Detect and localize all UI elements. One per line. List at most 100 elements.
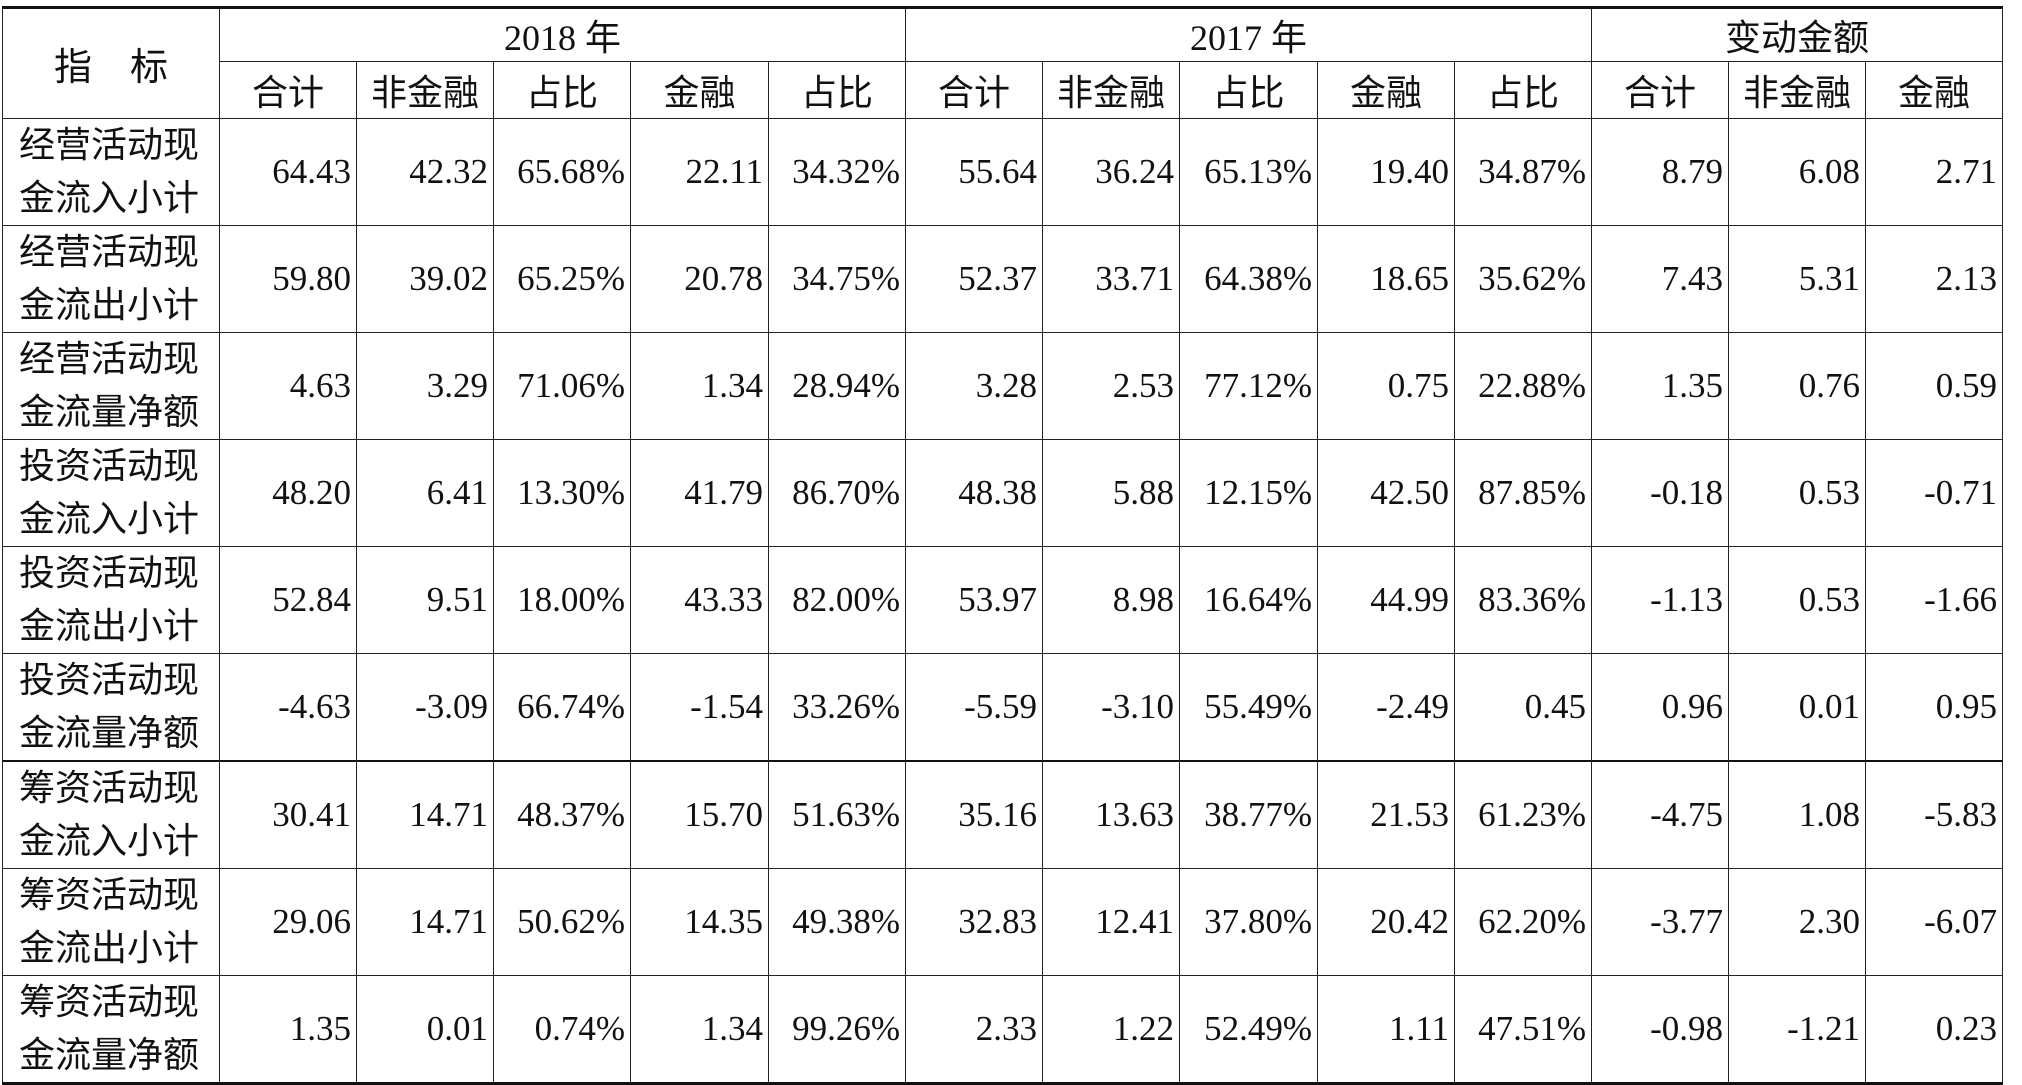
table-cell: 77.12% [1179, 332, 1318, 440]
table-cell: 22.11 [630, 118, 769, 226]
table-cell: 7.43 [1591, 225, 1729, 333]
row-label-line: 金流量净额 [19, 1035, 200, 1075]
table-cell: 59.80 [219, 225, 357, 333]
col-2017-nonfinancial: 非金融 [1042, 61, 1180, 119]
year-2018-header: 2018 年 [219, 6, 906, 62]
table-row: 经营活动现 金流出小计 59.80 39.02 65.25% 20.78 34.75% 52.… [2, 225, 2003, 333]
table-cell: 37.80% [1179, 868, 1318, 976]
table-cell: 49.38% [768, 868, 906, 976]
table-cell: 14.71 [356, 760, 494, 869]
table-cell: 34.32% [768, 118, 906, 226]
row-label-line: 经营活动现 [19, 125, 200, 165]
table-cell: 1.22 [1042, 975, 1180, 1085]
col-change-total: 合计 [1591, 61, 1729, 119]
col-2018-total: 合计 [219, 61, 357, 119]
table-cell: 33.71 [1042, 225, 1180, 333]
table-row: 筹资活动现 金流入小计 30.41 14.71 48.37% 15.70 51.63% 35.… [2, 760, 2003, 869]
table-cell: 44.99 [1317, 546, 1455, 654]
table-cell: 87.85% [1454, 439, 1592, 547]
table-cell: -1.66 [1865, 546, 2003, 654]
row-label: 筹资活动现金流量净额 [2, 975, 220, 1085]
table-cell: 5.31 [1728, 225, 1866, 333]
table-cell: 16.64% [1179, 546, 1318, 654]
row-label: 投资活动现 金流出小计 [2, 546, 220, 654]
table-cell: 64.38% [1179, 225, 1318, 333]
row-label-line: 金流入小计 [19, 821, 200, 861]
table-cell: 14.71 [356, 868, 494, 976]
table-cell: 83.36% [1454, 546, 1592, 654]
table-cell: 12.41 [1042, 868, 1180, 976]
table-cell: 41.79 [630, 439, 769, 547]
table-row: 筹资活动现 金流量净额 1.35 0.01 0.74% 1.34 99.26% 2.33 1.2… [2, 975, 2003, 1085]
table-cell: 1.34 [630, 975, 769, 1085]
table-row: 经营活动现 金流入小计 64.43 42.32 65.68% 22.11 34.32% 55.… [2, 118, 2003, 226]
table-row: 投资活动现 金流出小计 52.84 9.51 18.00% 43.33 82.00% 53.9… [2, 546, 2003, 654]
table-cell: -3.10 [1042, 653, 1180, 762]
col-2018-nonfinancial-share: 占比 [493, 61, 631, 119]
table-cell: 9.51 [356, 546, 494, 654]
table-cell: 0.01 [356, 975, 494, 1085]
table-cell: 2.33 [905, 975, 1043, 1085]
table-cell: 29.06 [219, 868, 357, 976]
table-cell: 36.24 [1042, 118, 1180, 226]
table-cell: 6.41 [356, 439, 494, 547]
table-cell: 30.41 [219, 760, 357, 869]
row-label: 经营活动现 金流出小计 [2, 225, 220, 333]
table-cell: 2.30 [1728, 868, 1866, 976]
cash-flow-table-container: 指 标 2018 年 2017 年 变动金额 合计 非金融 占比 金融 占比 合… [2, 6, 2003, 1085]
table-cell: -5.83 [1865, 760, 2003, 869]
row-label-line: 投资活动现 [19, 553, 200, 593]
table-row: 经营活动现 金流量净额 4.63 3.29 71.06% 1.34 28.94% 3.28 2.… [2, 332, 2003, 440]
table-cell: 43.33 [630, 546, 769, 654]
table-cell: 2.53 [1042, 332, 1180, 440]
col-2018-nonfinancial: 非金融 [356, 61, 494, 119]
table-row: 投资活动现 金流入小计 48.20 6.41 13.30% 41.79 86.70% 48.3… [2, 439, 2003, 547]
row-label: 投资活动现 金流量净额 [2, 653, 220, 762]
table-cell: 2.13 [1865, 225, 2003, 333]
table-cell: 22.88% [1454, 332, 1592, 440]
table-cell: 35.16 [905, 760, 1043, 869]
table-cell: 52.37 [905, 225, 1043, 333]
table-cell: -3.09 [356, 653, 494, 762]
table-cell: 33.26% [768, 653, 906, 762]
table-cell: 71.06% [493, 332, 631, 440]
table-cell: 19.40 [1317, 118, 1455, 226]
table-cell: -3.77 [1591, 868, 1729, 976]
table-cell: 13.30% [493, 439, 631, 547]
table-cell: 61.23% [1454, 760, 1592, 869]
row-label-line: 筹资活动现 [19, 982, 200, 1022]
table-cell: 55.64 [905, 118, 1043, 226]
table-cell: 0.76 [1728, 332, 1866, 440]
table-cell: 5.88 [1042, 439, 1180, 547]
table-cell: 8.98 [1042, 546, 1180, 654]
table-cell: 4.63 [219, 332, 357, 440]
table-cell: 65.13% [1179, 118, 1318, 226]
table-cell: -1.21 [1728, 975, 1866, 1085]
table-cell: 34.75% [768, 225, 906, 333]
table-cell: 1.34 [630, 332, 769, 440]
row-label-line: 投资活动现 [19, 446, 200, 486]
year-2017-header: 2017 年 [905, 6, 1592, 62]
table-cell: 20.78 [630, 225, 769, 333]
table-cell: 3.29 [356, 332, 494, 440]
row-label: 经营活动现 金流入小计 [2, 118, 220, 226]
table-cell: 3.28 [905, 332, 1043, 440]
col-2017-total: 合计 [905, 61, 1043, 119]
table-cell: 14.35 [630, 868, 769, 976]
row-label-line: 投资活动现 [19, 660, 200, 700]
table-body: 经营活动现 金流入小计 64.43 42.32 65.68% 22.11 34.32% 55.… [2, 118, 2003, 1085]
table-cell: 6.08 [1728, 118, 1866, 226]
table-cell: 1.11 [1317, 975, 1455, 1085]
table-cell: 48.38 [905, 439, 1043, 547]
table-cell: -4.75 [1591, 760, 1729, 869]
table-cell: 0.53 [1728, 546, 1866, 654]
table-cell: -0.71 [1865, 439, 2003, 547]
table-cell: 64.43 [219, 118, 357, 226]
table-cell: 28.94% [768, 332, 906, 440]
table-cell: 13.63 [1042, 760, 1180, 869]
table-cell: 55.49% [1179, 653, 1318, 762]
table-cell: -0.98 [1591, 975, 1729, 1085]
table-cell: 1.35 [219, 975, 357, 1085]
table-cell: 1.08 [1728, 760, 1866, 869]
table-cell: 2.71 [1865, 118, 2003, 226]
